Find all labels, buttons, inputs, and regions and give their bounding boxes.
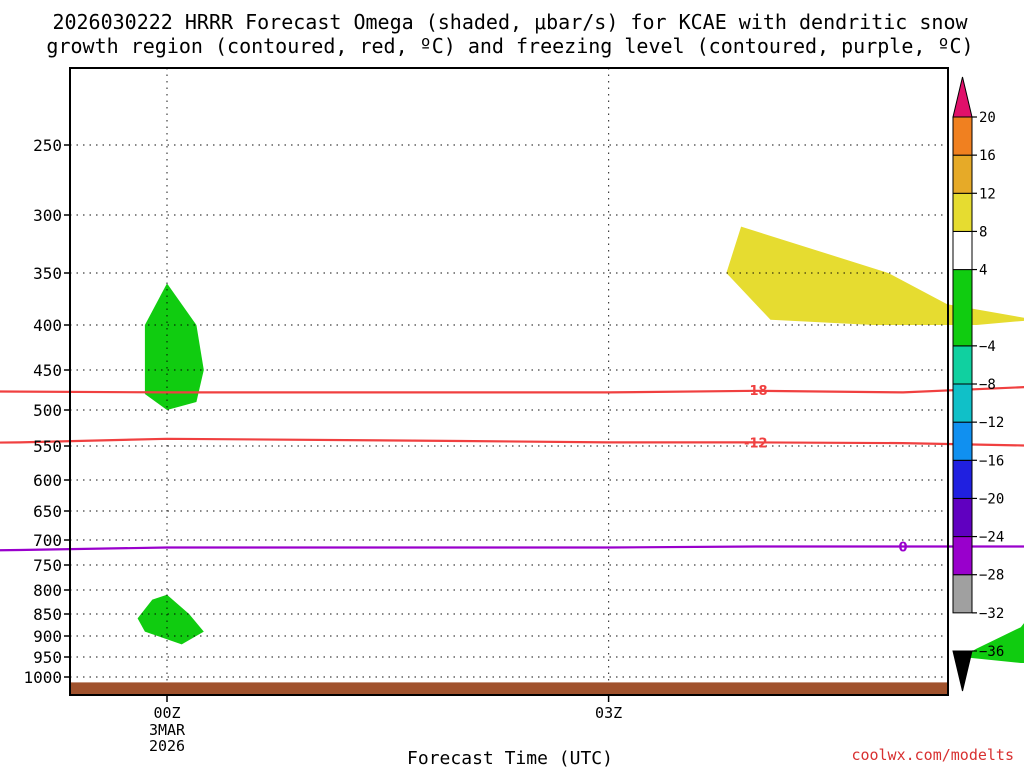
pressure-grid	[70, 68, 948, 695]
shaded-region-green-blob-07z-low	[961, 623, 1024, 664]
colorbar-tick-label-20: 20	[979, 110, 996, 126]
contour-layer: -18-18-12-1200	[0, 384, 1024, 556]
plot-area	[70, 68, 948, 695]
plot-frame	[69, 67, 949, 696]
colorbar-tick-label--12: −12	[979, 415, 1004, 431]
contour-minus18-line	[0, 386, 1024, 394]
credit-text: coolwx.com/modelts	[851, 746, 1014, 764]
chart-title-line-1: 2026030222 HRRR Forecast Omega (shaded, …	[52, 10, 968, 34]
x-tick-sublabel-00Z-0: 3MAR	[149, 721, 186, 739]
colorbar-tick-label-12: 12	[979, 186, 996, 202]
y-tick-label-900: 900	[33, 627, 62, 646]
colorbar-low-arrow	[952, 650, 973, 692]
colorbar-tick-label--8: −8	[979, 377, 996, 393]
colorbar-tick-label--32: −32	[979, 606, 1004, 622]
colorbar-tick-label--36: −36	[979, 644, 1004, 660]
colorbar-band-8	[952, 230, 973, 271]
shaded-region-green-column-00z	[144, 283, 204, 410]
y-tick-label-300: 300	[33, 206, 62, 225]
shaded-region-yellow-blob-04z	[726, 226, 1024, 325]
y-tick-label-600: 600	[33, 471, 62, 490]
contour-freezing-0-label-0: 0	[898, 541, 907, 556]
colorbar-band-1	[952, 536, 973, 576]
colorbar-tick-label--28: −28	[979, 568, 1004, 584]
y-tick-label-1000: 1000	[23, 668, 62, 687]
x-tick-sublabel-00Z-1: 2026	[149, 737, 185, 755]
colorbar-tick-label--24: −24	[979, 530, 1004, 546]
y-tick-label-850: 850	[33, 605, 62, 624]
colorbar-tick-label--20: −20	[979, 491, 1004, 507]
colorbar-tick-label-16: 16	[979, 148, 996, 164]
y-tick-label-750: 750	[33, 556, 62, 575]
colorbar: −36 −32 −28 −24 −20 −16 −12 −8 −4 4 8 12 16 20	[952, 76, 1004, 692]
colorbar-band-2	[952, 497, 973, 538]
colorbar-band-6	[952, 345, 973, 385]
y-tick-label-700: 700	[33, 531, 62, 550]
y-tick-label-250: 250	[33, 136, 62, 155]
y-tick-label-500: 500	[33, 401, 62, 420]
colorbar-band-7	[952, 269, 973, 347]
colorbar-band-5	[952, 383, 973, 423]
colorbar-tick-label-8: 8	[979, 224, 987, 240]
chart-title-line-2: growth region (contoured, red, ºC) and f…	[46, 34, 973, 58]
ground-strip	[70, 682, 948, 695]
colorbar-band-3	[952, 459, 973, 499]
contour-freezing-0-line	[0, 545, 1024, 552]
y-axis: 250 300 350 400 450 500 550 600 650 700 750 800 850 9…	[23, 136, 70, 687]
colorbar-tick-label--16: −16	[979, 453, 1004, 469]
contour-minus12-label-0: -12	[744, 436, 768, 451]
colorbar-tick-label-4: 4	[979, 263, 987, 279]
y-tick-label-400: 400	[33, 316, 62, 335]
contour-minus18-label-0: -18	[744, 384, 768, 399]
y-tick-label-550: 550	[33, 437, 62, 456]
shaded-region-green-blob-00z-low	[137, 594, 204, 645]
y-tick-label-950: 950	[33, 648, 62, 667]
x-tick-label-03Z: 03Z	[595, 704, 622, 722]
colorbar-band-10	[952, 154, 973, 194]
colorbar-high-arrow	[952, 76, 973, 118]
y-tick-label-800: 800	[33, 581, 62, 600]
omega-shading-layer	[137, 226, 1024, 664]
x-axis-label: Forecast Time (UTC)	[407, 748, 613, 768]
colorbar-band-9	[952, 192, 973, 232]
colorbar-band-11	[952, 116, 973, 156]
x-axis: 00Z3MAR202603Z06Z09Z12Z15Z	[149, 695, 622, 755]
y-tick-label-350: 350	[33, 264, 62, 283]
y-tick-label-450: 450	[33, 361, 62, 380]
colorbar-tick-label--4: −4	[979, 339, 996, 355]
ground-layer	[70, 682, 948, 695]
x-tick-label-00Z: 00Z	[153, 704, 180, 722]
colorbar-band-4	[952, 421, 973, 461]
y-tick-label-650: 650	[33, 502, 62, 521]
colorbar-band-0	[952, 574, 973, 614]
contour-minus12-line	[0, 437, 1024, 447]
